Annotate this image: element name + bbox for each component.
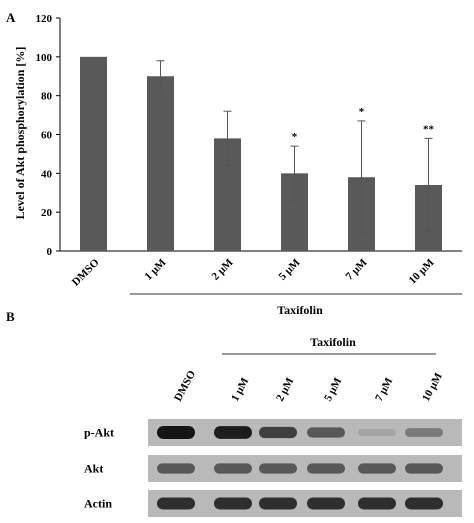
band-0-3 — [307, 427, 345, 438]
bar-0 — [80, 56, 107, 252]
blot-row-label-1: Akt — [84, 462, 103, 476]
blot-row-label-0: p-Akt — [84, 426, 114, 440]
bar-chart: 0 20 40 60 80 100 120 DMSO 1 μM 2 μM * 5 μM * 7 μM ** 1… — [36, 13, 462, 295]
lane-label-3: 5 μM — [322, 375, 345, 403]
band-2-5 — [405, 497, 443, 510]
x-tick-label-1: 1 μM — [143, 256, 170, 283]
band-1-1 — [214, 463, 252, 474]
y-axis-label: Level of Akt phosphorylation [%] — [13, 47, 27, 220]
band-2-3 — [307, 497, 345, 510]
band-2-0 — [157, 497, 195, 510]
x-tick-label-5: 10 μM — [407, 256, 437, 286]
blot-row-label-2: Actin — [84, 497, 112, 511]
y-tick-label-20: 20 — [41, 207, 53, 219]
x-tick-label-3: 5 μM — [277, 256, 304, 283]
band-1-5 — [405, 463, 443, 474]
band-1-4 — [358, 463, 396, 474]
panel-a-label: A — [6, 10, 16, 25]
band-0-0 — [157, 426, 195, 439]
band-0-1 — [214, 426, 252, 439]
western-blot: DMSO 1 μM 2 μM 5 μM 7 μM 10 μM p-Akt Akt Actin — [84, 368, 462, 517]
y-tick-label-120: 120 — [36, 13, 53, 25]
band-2-4 — [358, 497, 396, 510]
band-2-1 — [214, 497, 252, 510]
band-0-5 — [405, 428, 443, 437]
y-tick-label-100: 100 — [36, 52, 53, 64]
lane-label-0: DMSO — [172, 368, 198, 403]
band-1-0 — [157, 463, 195, 474]
band-2-2 — [259, 497, 297, 510]
x-tick-label-2: 2 μM — [210, 256, 237, 283]
lane-label-1: 1 μM — [229, 375, 252, 403]
bar-1 — [147, 76, 174, 251]
y-tick-label-60: 60 — [41, 130, 53, 142]
band-0-4 — [358, 428, 396, 437]
x-tick-label-4: 7 μM — [344, 256, 371, 283]
band-1-2 — [259, 463, 297, 474]
lane-label-4: 7 μM — [373, 375, 396, 403]
band-1-3 — [307, 463, 345, 474]
significance-4: * — [359, 106, 365, 118]
x-tick-label-0: DMSO — [70, 256, 102, 288]
significance-5: ** — [423, 123, 435, 135]
blot-group-label: Taxifolin — [310, 335, 356, 349]
y-tick-label-80: 80 — [41, 91, 53, 103]
band-0-2 — [259, 426, 297, 439]
panel-b-label: B — [6, 309, 15, 324]
significance-3: * — [292, 131, 298, 143]
y-tick-label-0: 0 — [47, 246, 53, 258]
lane-label-2: 2 μM — [274, 375, 297, 403]
chart-group-label: Taxifolin — [277, 303, 323, 317]
lane-label-5: 10 μM — [420, 370, 445, 403]
y-tick-label-40: 40 — [41, 168, 53, 180]
